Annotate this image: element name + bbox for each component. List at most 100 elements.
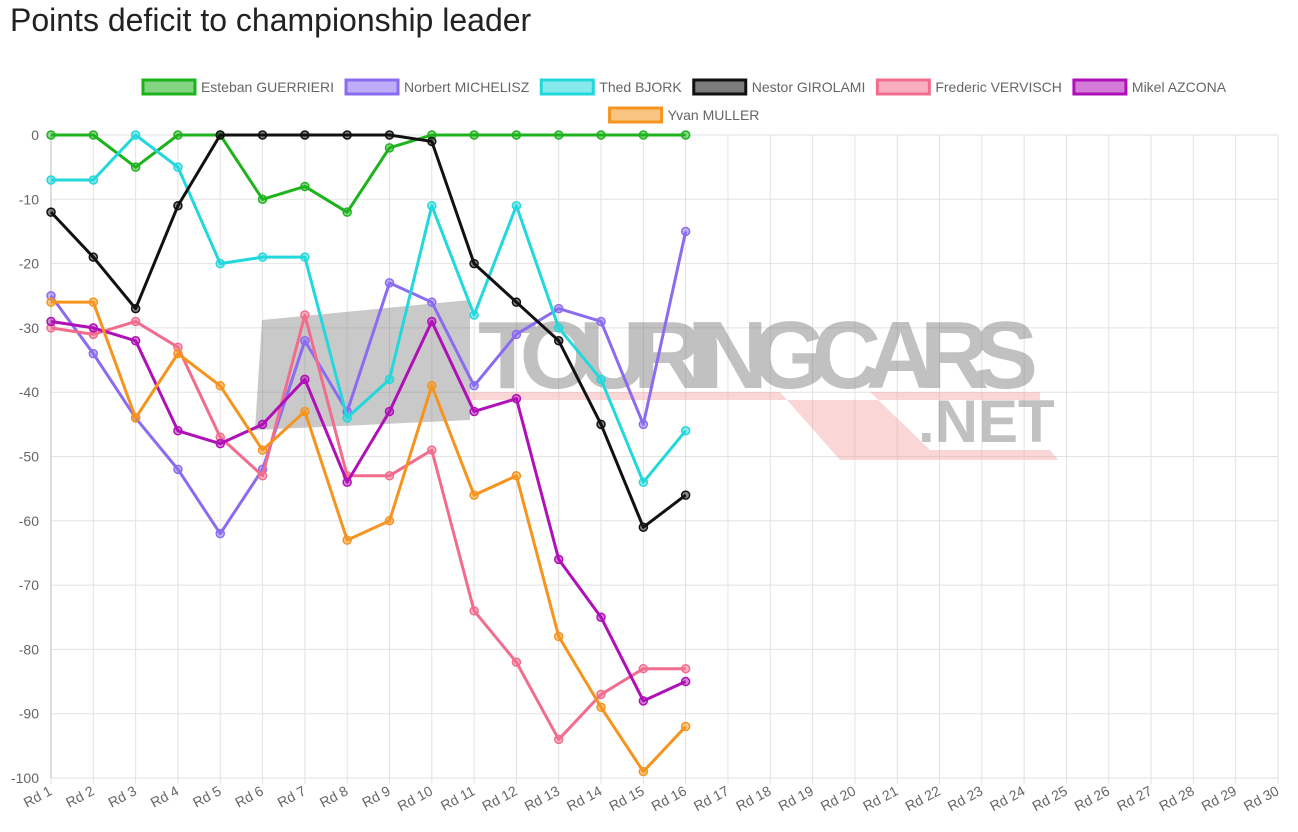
data-point bbox=[427, 316, 437, 327]
legend-item: Frederic VERVISCH bbox=[875, 78, 1062, 96]
data-point bbox=[680, 663, 691, 674]
data-point bbox=[469, 381, 479, 391]
series-line bbox=[51, 133, 687, 484]
x-tick-label: Rd 21 bbox=[860, 782, 901, 814]
data-point bbox=[257, 471, 268, 481]
data-point bbox=[257, 419, 268, 430]
data-point bbox=[300, 310, 310, 320]
x-tick-label: Rd 27 bbox=[1114, 782, 1155, 814]
x-tick-label: Rd 11 bbox=[438, 782, 478, 813]
data-point bbox=[511, 657, 522, 668]
data-point bbox=[384, 471, 395, 481]
data-point bbox=[596, 374, 606, 385]
data-point bbox=[88, 252, 99, 262]
x-tick-label: Rd 9 bbox=[359, 782, 393, 810]
legend-label: Yvan MULLER bbox=[668, 107, 760, 123]
y-tick-label: -30 bbox=[19, 320, 39, 336]
y-tick-label: -70 bbox=[19, 577, 39, 593]
x-tick-label: Rd 6 bbox=[232, 782, 266, 810]
data-point bbox=[300, 181, 310, 192]
data-point bbox=[638, 419, 649, 430]
legend-label: Norbert MICHELISZ bbox=[404, 79, 530, 95]
data-point bbox=[257, 130, 268, 140]
x-tick-label: Rd 8 bbox=[317, 782, 351, 810]
x-tick-label: Rd 29 bbox=[1199, 782, 1240, 814]
data-point bbox=[88, 348, 99, 359]
data-point bbox=[680, 226, 691, 237]
legend-swatch bbox=[539, 78, 595, 96]
data-point bbox=[638, 477, 649, 487]
x-tick-label: Rd 23 bbox=[945, 782, 986, 814]
data-point bbox=[384, 374, 395, 385]
data-point bbox=[553, 734, 564, 745]
x-tick-label: Rd 22 bbox=[902, 782, 943, 814]
data-point bbox=[215, 130, 225, 140]
y-tick-label: -10 bbox=[19, 191, 39, 207]
y-tick-label: -60 bbox=[19, 513, 39, 529]
y-tick-label: -50 bbox=[19, 449, 39, 465]
data-point bbox=[342, 130, 352, 140]
data-point bbox=[300, 374, 310, 385]
x-tick-label: Rd 20 bbox=[818, 782, 859, 814]
x-tick-label: Rd 7 bbox=[275, 782, 309, 810]
data-point bbox=[215, 438, 225, 449]
x-tick-label: Rd 13 bbox=[522, 782, 563, 814]
data-point bbox=[511, 393, 522, 404]
data-point bbox=[553, 130, 564, 140]
data-point bbox=[342, 413, 352, 423]
data-point bbox=[511, 200, 522, 211]
data-point bbox=[680, 426, 691, 436]
legend-label: Thed BJORK bbox=[599, 79, 682, 95]
y-tick-label: 0 bbox=[31, 127, 39, 143]
data-point bbox=[638, 522, 649, 532]
data-point bbox=[46, 297, 56, 307]
x-tick-label: Rd 17 bbox=[691, 782, 732, 814]
data-point bbox=[130, 316, 141, 327]
legend-item: Yvan MULLER bbox=[608, 106, 760, 124]
data-point bbox=[384, 406, 395, 417]
data-point bbox=[342, 535, 352, 545]
data-point bbox=[342, 477, 352, 487]
data-point bbox=[680, 130, 691, 140]
data-point bbox=[130, 413, 141, 423]
data-point bbox=[596, 316, 606, 327]
data-point bbox=[173, 426, 183, 436]
data-point bbox=[300, 252, 310, 262]
data-point bbox=[257, 252, 268, 262]
data-point bbox=[596, 419, 606, 430]
watermark-text: .NET bbox=[918, 388, 1055, 455]
data-point bbox=[511, 297, 522, 307]
y-tick-label: -40 bbox=[19, 384, 39, 400]
data-point bbox=[469, 490, 479, 500]
legend-item: Mikel AZCONA bbox=[1072, 78, 1227, 96]
data-point bbox=[173, 200, 183, 211]
legend-swatch bbox=[608, 106, 664, 124]
data-point bbox=[427, 381, 437, 391]
x-tick-label: Rd 25 bbox=[1029, 782, 1070, 814]
data-point bbox=[511, 471, 522, 481]
series-line bbox=[50, 313, 686, 741]
watermark-text: TOURINGCARS bbox=[478, 302, 1038, 409]
data-point bbox=[469, 130, 479, 140]
x-tick-label: Rd 2 bbox=[63, 782, 97, 810]
data-point bbox=[300, 406, 310, 417]
data-point bbox=[638, 766, 649, 777]
data-point bbox=[173, 130, 183, 140]
data-point bbox=[342, 207, 352, 217]
data-point bbox=[469, 310, 479, 320]
series-line bbox=[49, 133, 687, 529]
data-point bbox=[173, 348, 183, 359]
data-point bbox=[130, 336, 141, 346]
data-point bbox=[173, 162, 183, 172]
data-point bbox=[88, 175, 99, 185]
legend-swatch bbox=[141, 78, 197, 96]
y-tick-label: -100 bbox=[11, 770, 39, 786]
data-point bbox=[215, 528, 225, 539]
data-point bbox=[553, 323, 564, 333]
data-point bbox=[88, 323, 99, 333]
x-tick-label: Rd 30 bbox=[1241, 782, 1282, 814]
data-point bbox=[384, 143, 395, 153]
x-tick-label: Rd 19 bbox=[775, 782, 816, 814]
data-point bbox=[130, 162, 141, 172]
